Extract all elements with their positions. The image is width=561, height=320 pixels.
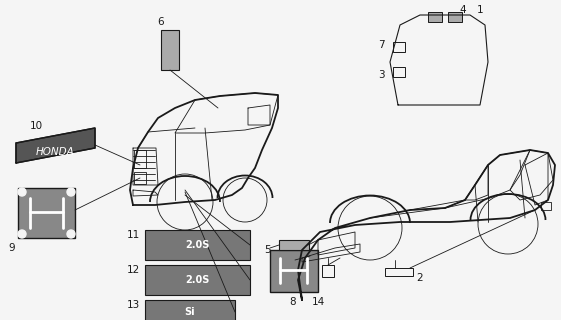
Bar	[18, 188, 75, 238]
Bar	[145, 230, 250, 260]
Text: 3: 3	[378, 70, 384, 80]
Text: 11: 11	[126, 230, 140, 240]
Text: 12: 12	[126, 265, 140, 275]
Bar	[385, 268, 413, 276]
Text: 2.0S: 2.0S	[185, 240, 209, 250]
Text: 13: 13	[126, 300, 140, 310]
Text: Si: Si	[185, 307, 195, 317]
Polygon shape	[16, 128, 95, 163]
Text: 1: 1	[477, 5, 484, 15]
Text: 7: 7	[378, 40, 384, 50]
Bar	[279, 240, 309, 250]
Text: 2.0S: 2.0S	[185, 275, 209, 285]
Circle shape	[18, 188, 26, 196]
Circle shape	[67, 230, 75, 238]
Circle shape	[67, 188, 75, 196]
Bar	[541, 202, 551, 210]
Bar	[134, 150, 146, 168]
Bar	[322, 265, 334, 277]
Bar	[428, 12, 442, 22]
Bar	[393, 67, 405, 77]
Text: 2: 2	[417, 273, 424, 283]
Bar	[145, 300, 235, 320]
Bar	[393, 42, 405, 52]
Text: 9: 9	[8, 243, 15, 253]
Text: 6: 6	[158, 17, 164, 27]
Text: 5: 5	[265, 245, 272, 255]
Text: 10: 10	[29, 121, 43, 131]
Bar	[448, 12, 462, 22]
Text: 8: 8	[289, 297, 296, 307]
Bar	[161, 30, 179, 70]
Circle shape	[18, 230, 26, 238]
Bar	[270, 250, 318, 292]
Bar	[145, 265, 250, 295]
Text: 14: 14	[311, 297, 325, 307]
Bar	[134, 172, 146, 184]
Text: HONDA: HONDA	[36, 147, 75, 157]
Text: 4: 4	[459, 5, 466, 15]
